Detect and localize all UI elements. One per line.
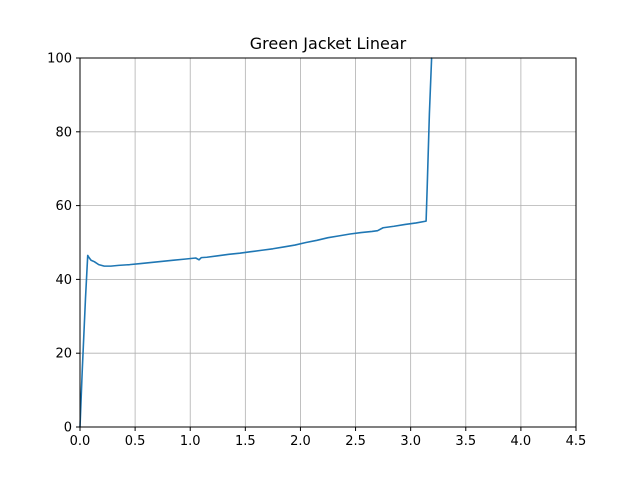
x-tick-label: 1.5 — [235, 434, 256, 449]
y-tick-label: 100 — [47, 52, 72, 67]
x-tick-label: 2.0 — [290, 434, 311, 449]
y-tick-label: 60 — [55, 199, 72, 214]
x-tick-label: 1.0 — [180, 434, 201, 449]
series-layer — [79, 57, 433, 428]
chart-title: Green Jacket Linear — [250, 34, 407, 53]
x-tick-label: 4.0 — [511, 434, 532, 449]
plot-frame — [79, 57, 577, 428]
y-tick-label: 40 — [55, 273, 72, 288]
x-tick-label: 0.5 — [125, 434, 146, 449]
x-tick-label: 4.5 — [566, 434, 587, 449]
y-tick-label: 20 — [55, 347, 72, 362]
x-tick-label: 0.0 — [70, 434, 91, 449]
series-line — [79, 57, 433, 428]
x-tick-label: 3.0 — [400, 434, 421, 449]
x-axis-ticks: 0.0 0.5 1.0 1.5 2.0 2.5 3.0 3.5 4.0 4.5 — [70, 427, 587, 449]
y-tick-label: 80 — [55, 125, 72, 140]
x-tick-label: 2.5 — [345, 434, 366, 449]
grid-lines — [79, 57, 577, 428]
y-tick-label: 0 — [64, 421, 72, 436]
y-axis-ticks: 0 20 40 60 80 100 — [47, 52, 80, 436]
x-tick-label: 3.5 — [455, 434, 476, 449]
